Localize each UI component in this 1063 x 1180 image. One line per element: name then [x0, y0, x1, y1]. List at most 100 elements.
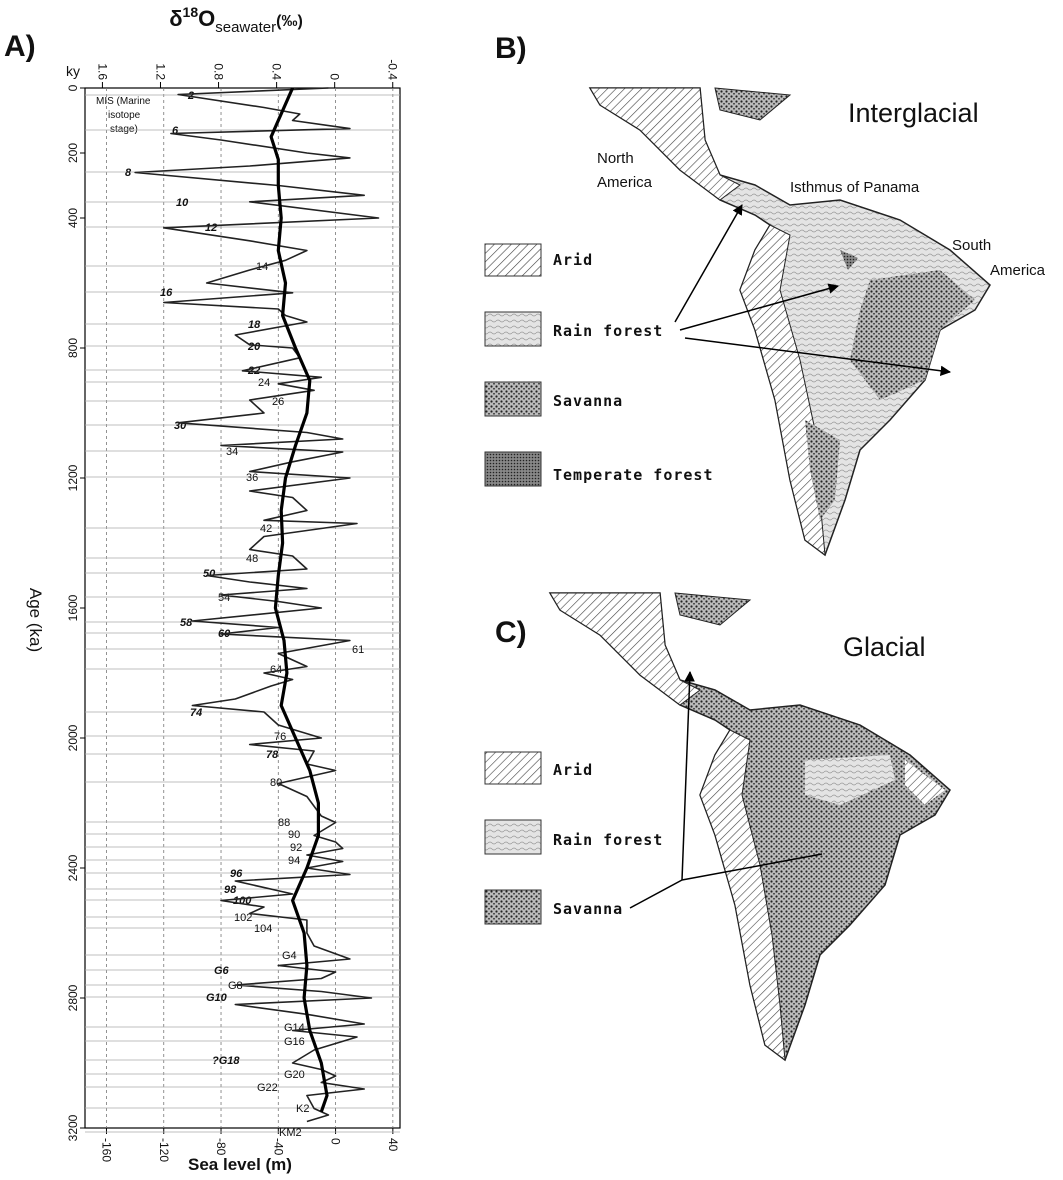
stage-label: 78 — [266, 749, 279, 761]
y-tick-label: 1200 — [66, 464, 80, 491]
y-tick-label: 2800 — [66, 984, 80, 1011]
plot-frame — [84, 87, 401, 1129]
y-tick-label: 400 — [66, 208, 80, 228]
x2-tick-label: -0.4 — [386, 59, 400, 80]
stage-label: 74 — [190, 707, 202, 719]
stage-label: G8 — [228, 980, 243, 992]
stage-label: 12 — [205, 222, 217, 234]
legend-label: Arid — [553, 761, 593, 779]
legend-label: Arid — [553, 251, 593, 269]
stage-label: 92 — [290, 842, 302, 854]
stage-label: G10 — [206, 992, 228, 1004]
stage-label: 10 — [176, 197, 189, 209]
stage-label: K2 — [296, 1103, 309, 1115]
stage-label: G6 — [214, 965, 230, 977]
legend-swatch — [484, 819, 542, 855]
series-line — [269, 87, 329, 1113]
stage-label: 76 — [274, 731, 286, 743]
x-tick-label: -40 — [271, 1138, 285, 1156]
stage-label: 94 — [288, 855, 300, 867]
place-label: Isthmus of Panama — [790, 179, 920, 196]
y-unit: ky — [66, 63, 80, 79]
title-part: (‰) — [276, 13, 303, 30]
stage-label: 16 — [160, 287, 173, 299]
y-tick-label: 2000 — [66, 724, 80, 751]
arrows-b — [674, 204, 952, 377]
stage-label: 6 — [172, 125, 179, 137]
series-line — [134, 87, 380, 1123]
x2-tick-label: 0 — [328, 73, 342, 80]
legend-label: Savanna — [553, 900, 623, 918]
stage-label: 64 — [270, 664, 282, 676]
stage-label: 48 — [246, 553, 258, 565]
y-axis-title: Age (ka) — [26, 588, 45, 652]
panel-label: A) — [4, 30, 36, 63]
stage-label: 34 — [226, 446, 238, 458]
plot-a: -160 -120 -80 -40 0 40 1.6 1.2 0.8 0.4 0 -0.4 0 200 40… — [66, 59, 401, 1162]
map-title: Glacial — [843, 632, 926, 662]
map-title: Interglacial — [848, 98, 979, 128]
x-tick-label: -160 — [99, 1138, 113, 1162]
x2-tick-label: 0.4 — [270, 63, 284, 80]
x2-tick-label: 0.8 — [212, 63, 226, 80]
legend-label: Temperate forest — [553, 466, 714, 484]
stage-label: 58 — [180, 617, 193, 629]
x-tick-label: 40 — [386, 1138, 400, 1152]
y-tick-label: 200 — [66, 143, 80, 163]
stage-label: 50 — [203, 568, 216, 580]
mis-note: MIS (Marine — [96, 96, 151, 107]
mis-note: stage) — [110, 124, 138, 135]
legend-label: Rain forest — [553, 831, 663, 849]
stage-label: 98 — [224, 884, 237, 896]
stage-label: ?G18 — [212, 1055, 240, 1067]
x2-tick-label: 1.2 — [153, 63, 167, 80]
stage-label: G4 — [282, 950, 297, 962]
y-tick-label: 800 — [66, 338, 80, 358]
stage-label: 20 — [247, 341, 261, 353]
stage-label: 18 — [248, 319, 261, 331]
stage-label: 61 — [352, 644, 364, 656]
legend-swatch — [484, 751, 542, 785]
legend-label: Savanna — [553, 392, 623, 410]
legend-label: Rain forest — [553, 322, 663, 340]
y-tick-label: 2400 — [66, 854, 80, 881]
x2-tick-label: 1.6 — [95, 63, 109, 80]
stage-label: 24 — [258, 377, 270, 389]
stage-label: G20 — [284, 1069, 305, 1081]
x-tick-label: 0 — [329, 1138, 343, 1145]
legend-swatch — [484, 451, 542, 487]
x-tick-label: -120 — [157, 1138, 171, 1162]
y-tick-label: 3200 — [66, 1114, 80, 1141]
place-label: South — [952, 237, 991, 254]
top-axis-title: δ18Oseawater(‰) — [169, 4, 303, 36]
stage-label: KM2 — [279, 1127, 302, 1139]
stage-label: 96 — [230, 868, 243, 880]
stage-label: 88 — [278, 817, 290, 829]
legend-swatch — [484, 243, 542, 277]
y-tick-label: 1600 — [66, 594, 80, 621]
stage-label: 80 — [270, 777, 282, 789]
stage-label: 90 — [288, 829, 300, 841]
y-tick-label: 0 — [66, 84, 80, 91]
stage-label: 42 — [260, 523, 272, 535]
panel-label: B) — [495, 32, 527, 65]
stage-label: 8 — [125, 167, 132, 179]
legend-swatch — [484, 889, 542, 925]
place-label: America — [990, 262, 1046, 279]
stage-label: 26 — [272, 396, 284, 408]
x-axis-title: Sea level (m) — [188, 1155, 292, 1174]
title-part: δ — [169, 6, 182, 31]
mis-note: isotope — [108, 110, 141, 121]
legend-swatch — [484, 311, 542, 347]
arrows-c — [629, 670, 823, 909]
place-label: North — [597, 150, 634, 167]
title-part: 18 — [183, 4, 199, 20]
x-tick-label: -80 — [214, 1138, 228, 1156]
title-part: seawater — [215, 19, 276, 36]
stage-label: 36 — [246, 472, 258, 484]
map-c — [549, 592, 951, 1062]
stage-label: 104 — [254, 923, 272, 935]
stage-label: G22 — [257, 1082, 278, 1094]
stage-label: 102 — [234, 912, 252, 924]
